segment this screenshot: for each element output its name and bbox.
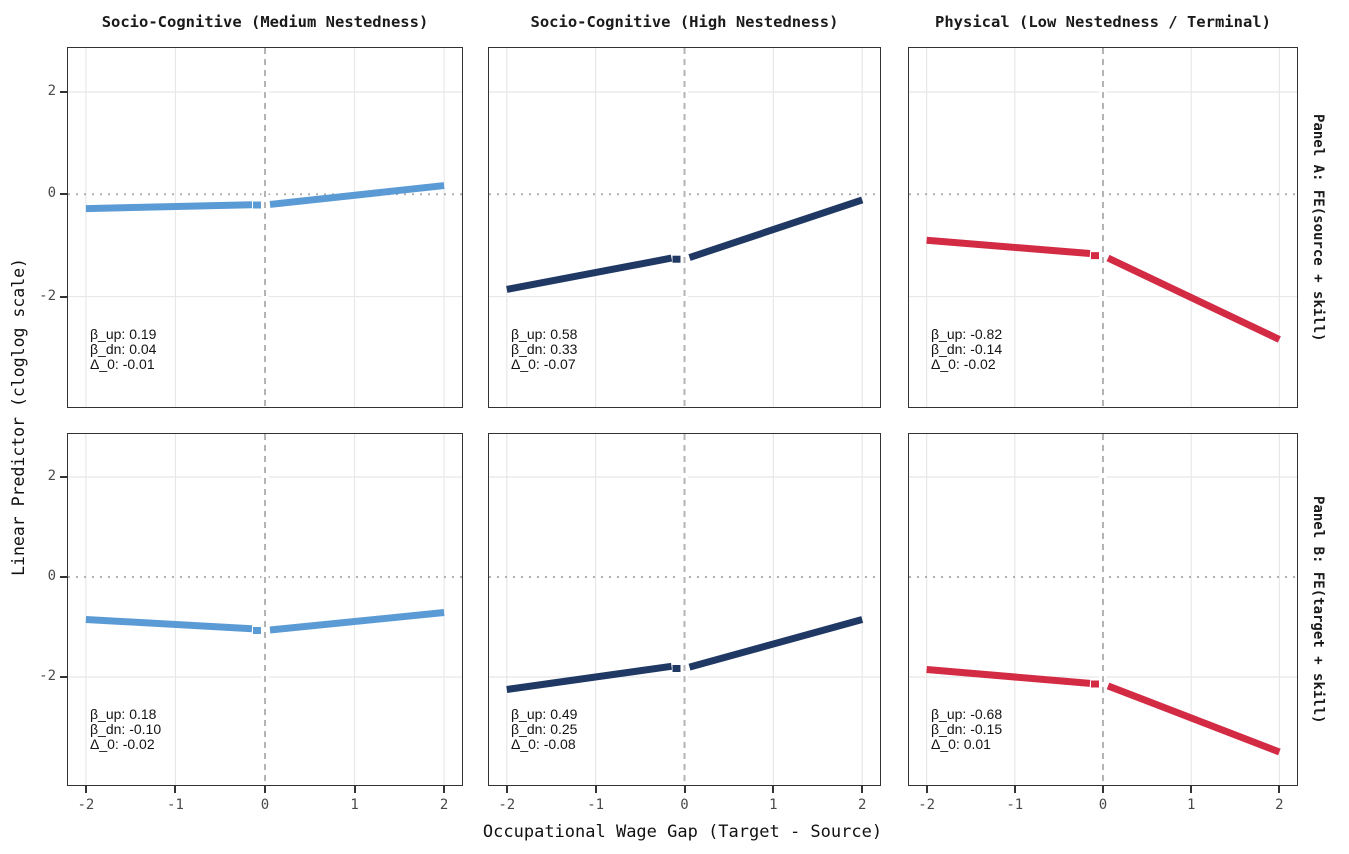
x-axis-title: Occupational Wage Gap (Target - Source)	[482, 822, 883, 842]
y-axis-title: Linear Predictor (cloglog scale)	[8, 257, 28, 576]
facet-panel-b-medium: β_up: 0.18 β_dn: -0.10 Δ_0: -0.02	[67, 433, 463, 786]
annotation-beta-up: β_up: 0.58	[511, 326, 578, 342]
y-tick-mark	[60, 193, 67, 196]
y-tick-label: -2	[39, 287, 56, 304]
y-tick-label: 0	[47, 568, 56, 584]
x-tick-label: 0	[1098, 797, 1108, 813]
annotation-beta-dn: β_dn: 0.33	[511, 341, 578, 357]
row-strip-panel-b: Panel B: FE(target + skill)	[1300, 433, 1336, 786]
x-tick-mark	[861, 786, 864, 793]
x-tick-label: 0	[680, 797, 689, 813]
annotation-stats: β_up: -0.82 β_dn: -0.14 Δ_0: -0.02	[931, 327, 1002, 372]
annotation-delta-0: Δ_0: -0.02	[90, 736, 155, 752]
x-tick-label: -2	[498, 797, 516, 813]
panel-canvas	[68, 434, 462, 785]
x-tick-label: 2	[439, 797, 449, 813]
x-tick-label: -1	[587, 797, 605, 813]
x-tick-mark	[443, 786, 446, 793]
panel-canvas	[909, 434, 1297, 785]
panel-canvas	[909, 48, 1297, 407]
y-tick-mark	[60, 676, 67, 678]
x-tick-mark	[1013, 786, 1016, 793]
x-tick-mark	[1278, 786, 1281, 793]
annotation-beta-up: β_up: -0.82	[931, 326, 1003, 342]
annotation-beta-dn: β_dn: 0.25	[511, 721, 578, 737]
annotation-stats: β_up: 0.49 β_dn: 0.25 Δ_0: -0.08	[511, 707, 577, 752]
x-tick-mark	[1190, 786, 1193, 793]
annotation-delta-0: Δ_0: -0.07	[511, 356, 576, 372]
row-strip-label: Panel A: FE(source + skill)	[1310, 113, 1326, 342]
x-tick-label: -1	[167, 797, 184, 813]
x-tick-mark	[174, 786, 177, 793]
panel-canvas	[489, 434, 880, 785]
x-tick-label: 2	[1275, 797, 1284, 813]
y-tick-mark	[60, 576, 67, 578]
y-tick-mark	[60, 295, 67, 298]
x-tick-mark	[594, 786, 597, 793]
annotation-beta-up: β_up: 0.18	[90, 706, 157, 722]
annotation-stats: β_up: 0.18 β_dn: -0.10 Δ_0: -0.02	[90, 707, 161, 752]
x-tick-mark	[925, 786, 928, 793]
annotation-delta-0: Δ_0: 0.01	[931, 736, 991, 752]
x-tick-mark	[264, 786, 266, 793]
x-tick-mark	[84, 786, 87, 793]
y-tick-label: 0	[47, 185, 56, 202]
row-strip-label: Panel B: FE(target + skill)	[1310, 495, 1326, 724]
annotation-stats: β_up: -0.68 β_dn: -0.15 Δ_0: 0.01	[931, 707, 1002, 752]
facet-column-title: Socio-Cognitive (Medium Nestedness)	[101, 13, 429, 31]
annotation-beta-dn: β_dn: -0.15	[931, 721, 1003, 737]
row-strip-panel-a: Panel A: FE(source + skill)	[1300, 47, 1336, 408]
x-tick-label: 1	[350, 797, 359, 813]
x-tick-mark	[683, 786, 686, 793]
y-tick-label: 2	[47, 468, 56, 484]
x-tick-label: 1	[1186, 797, 1196, 813]
annotation-beta-up: β_up: 0.49	[511, 706, 578, 722]
x-tick-label: 2	[858, 797, 867, 813]
facet-column-title: Socio-Cognitive (High Nestedness)	[530, 13, 839, 31]
annotation-beta-up: β_up: 0.19	[90, 326, 157, 342]
annotation-beta-up: β_up: -0.68	[931, 706, 1003, 722]
x-tick-label: 1	[769, 797, 778, 813]
y-tick-mark	[60, 90, 67, 93]
facet-panel-a-high: β_up: 0.58 β_dn: 0.33 Δ_0: -0.07	[488, 47, 881, 408]
panel-canvas	[489, 48, 880, 407]
annotation-stats: β_up: 0.19 β_dn: 0.04 Δ_0: -0.01	[90, 327, 156, 372]
annotation-beta-dn: β_dn: -0.14	[931, 341, 1003, 357]
facet-panel-a-medium: β_up: 0.19 β_dn: 0.04 Δ_0: -0.01	[67, 47, 463, 408]
facet-panel-b-physical: β_up: -0.68 β_dn: -0.15 Δ_0: 0.01	[908, 433, 1298, 786]
x-tick-mark	[505, 786, 508, 793]
annotation-beta-dn: β_dn: -0.10	[90, 721, 162, 737]
x-tick-mark	[353, 786, 356, 793]
y-tick-label: 2	[47, 82, 56, 99]
annotation-stats: β_up: 0.58 β_dn: 0.33 Δ_0: -0.07	[511, 327, 577, 372]
facet-panel-a-physical: β_up: -0.82 β_dn: -0.14 Δ_0: -0.02	[908, 47, 1298, 408]
x-tick-label: -2	[77, 797, 95, 813]
x-tick-mark	[772, 786, 775, 793]
facet-column-title: Physical (Low Nestedness / Terminal)	[935, 13, 1271, 31]
annotation-delta-0: Δ_0: -0.02	[931, 356, 996, 372]
y-tick-label: -2	[39, 668, 56, 684]
x-tick-label: -1	[1006, 797, 1024, 813]
annotation-delta-0: Δ_0: -0.01	[90, 356, 155, 372]
x-tick-label: -2	[918, 797, 936, 813]
y-tick-mark	[60, 476, 67, 478]
annotation-delta-0: Δ_0: -0.08	[511, 736, 576, 752]
x-tick-label: 0	[260, 797, 270, 813]
annotation-beta-dn: β_dn: 0.04	[90, 341, 157, 357]
panel-canvas	[68, 48, 462, 407]
facet-panel-b-high: β_up: 0.49 β_dn: 0.25 Δ_0: -0.08	[488, 433, 881, 786]
x-tick-mark	[1102, 786, 1104, 793]
